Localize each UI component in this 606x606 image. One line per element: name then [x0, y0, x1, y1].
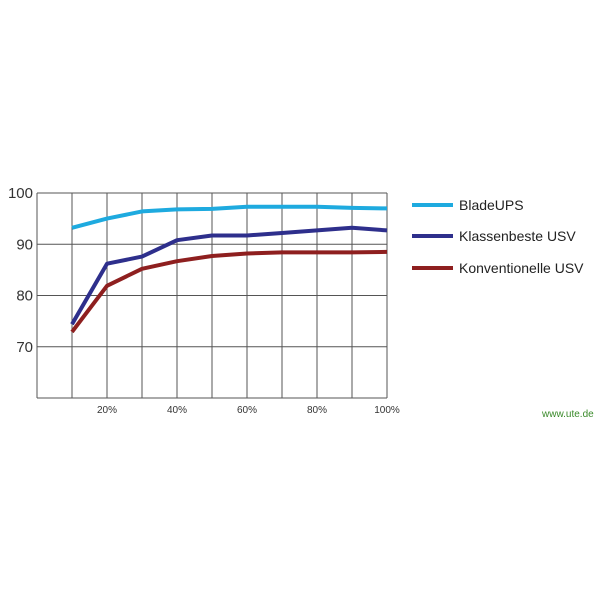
x-tick-label: 100% [374, 405, 400, 416]
series-line-2 [70, 225, 388, 326]
y-tick-label: 80 [16, 288, 33, 305]
legend: BladeUPS Klassenbeste USV Konventionelle U… [412, 197, 584, 276]
y-tick-label: 70 [16, 339, 33, 356]
x-axis-ticks: 20% 40% 60% 80% 100% [97, 405, 400, 416]
series-line-1 [71, 204, 388, 230]
y-tick-label: 90 [16, 236, 33, 253]
x-tick-label: 20% [97, 405, 117, 416]
legend-label: BladeUPS [459, 197, 524, 213]
series-line-3 [70, 249, 388, 334]
y-tick-label: 100 [8, 185, 33, 202]
x-tick-label: 80% [307, 405, 327, 416]
series-lines [70, 204, 388, 334]
grid [36, 192, 388, 399]
credit-text: www.ute.de [541, 409, 594, 420]
legend-label: Konventionelle USV [459, 260, 584, 276]
legend-label: Klassenbeste USV [459, 228, 576, 244]
x-tick-label: 60% [237, 405, 257, 416]
y-axis-ticks: 70 80 90 100 [8, 185, 33, 356]
x-tick-label: 40% [167, 405, 187, 416]
